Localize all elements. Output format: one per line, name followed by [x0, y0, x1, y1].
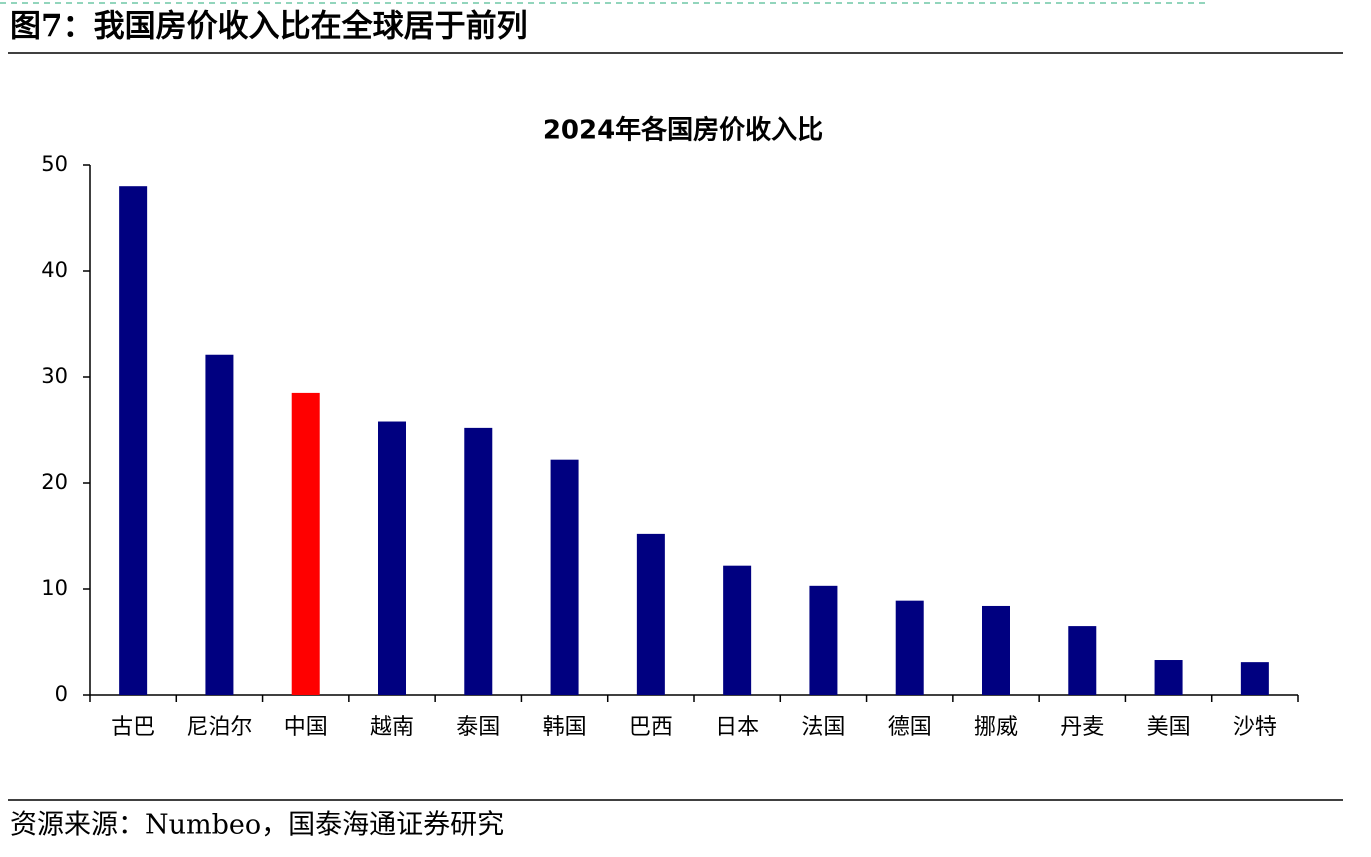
bar	[895, 600, 924, 695]
bar	[636, 533, 665, 695]
y-tick-label: 0	[55, 682, 68, 706]
bar	[1240, 662, 1269, 695]
x-tick-label: 美国	[1147, 715, 1191, 740]
x-tick-label: 挪威	[974, 715, 1018, 740]
x-tick-label: 越南	[370, 715, 414, 740]
y-tick-label: 20	[41, 470, 68, 494]
bar	[550, 459, 579, 695]
x-tick-label: 韩国	[543, 715, 587, 740]
x-tick-label: 德国	[888, 715, 932, 740]
x-tick-label: 中国	[284, 715, 328, 740]
chart-title: 2024年各国房价收入比	[543, 115, 823, 146]
y-tick-label: 10	[41, 576, 68, 600]
x-tick-label: 巴西	[629, 715, 673, 740]
x-tick-label: 丹麦	[1060, 715, 1104, 740]
y-tick-label: 30	[41, 364, 68, 388]
bar	[1154, 660, 1183, 695]
bar	[464, 427, 493, 695]
figure-title: 图7：我国房价收入比在全球居于前列	[10, 9, 528, 45]
x-tick-label: 尼泊尔	[186, 715, 252, 740]
bar	[723, 565, 752, 695]
x-tick-label: 泰国	[456, 715, 500, 740]
x-tick-label: 日本	[715, 715, 759, 740]
y-tick-label: 50	[41, 152, 68, 176]
source: 资源来源：Numbeo，国泰海通证券研究	[10, 810, 504, 841]
bar	[378, 421, 406, 695]
plot: 0 10 20 30 40 50 古巴 尼泊尔 中国 越南 泰国 韩国 巴西 日本 法国 德国 挪威 丹麦 美国 沙特	[41, 152, 1299, 740]
bar	[982, 605, 1010, 695]
bar	[119, 186, 148, 695]
x-tick-label: 法国	[801, 715, 845, 740]
bar	[809, 585, 838, 695]
y-tick-label: 40	[41, 258, 68, 282]
bar	[205, 354, 234, 695]
bar	[1068, 626, 1097, 695]
x-tick-label: 古巴	[111, 715, 155, 740]
x-tick-label: 沙特	[1233, 715, 1277, 740]
bar	[291, 392, 320, 695]
